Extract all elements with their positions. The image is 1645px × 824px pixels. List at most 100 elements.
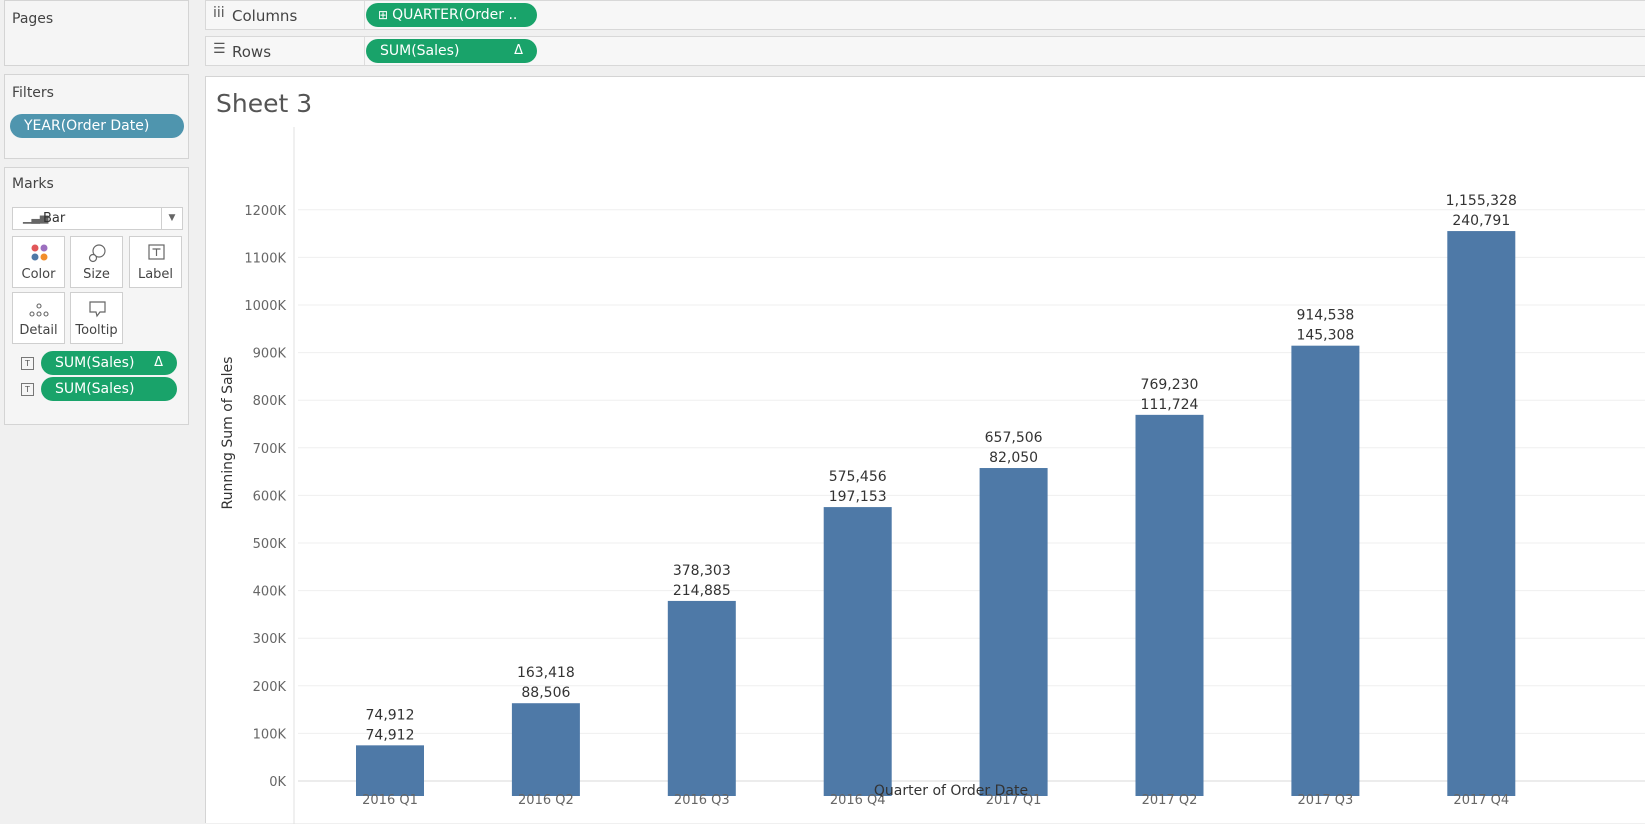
data-label-running-sum: 575,456 [829, 469, 887, 485]
color-icon [31, 244, 48, 261]
mark-type-label: Bar [43, 211, 66, 226]
y-tick-label: 100K [253, 727, 287, 742]
pages-card[interactable]: Pages [4, 0, 189, 66]
x-tick-label: 2016 Q4 [830, 793, 886, 808]
text-icon: T [21, 383, 34, 396]
marks-field-pill[interactable]: SUM(Sales) [41, 377, 177, 401]
y-tick-label: 1200K [244, 204, 286, 219]
pages-title: Pages [12, 11, 54, 27]
data-label-sum-sales: 214,885 [673, 583, 731, 599]
data-labels: 74,912 74,912 163,418 88,506 378,303 214,885 5… [366, 193, 1517, 743]
y-tick-label: 200K [253, 680, 287, 695]
data-label-running-sum: 657,506 [985, 430, 1043, 446]
y-tick-label: 400K [253, 585, 287, 600]
x-tick-label: 2017 Q4 [1453, 793, 1509, 808]
rows-label: Rows [232, 43, 272, 61]
columns-shelf[interactable]: iii Columns ⊞ QUARTER(Order .. [205, 0, 1645, 30]
size-button[interactable]: Size [70, 236, 123, 288]
x-tick-label: 2016 Q2 [518, 793, 574, 808]
bar [1135, 414, 1204, 796]
data-label-sum-sales: 240,791 [1452, 213, 1510, 229]
marks-card: Marks ▁▃▅ Bar ▼ Color Size Label [4, 167, 189, 425]
text-icon: T [21, 357, 34, 370]
bar [511, 703, 580, 796]
marks-field-label: SUM(Sales) [55, 355, 135, 371]
columns-pill-label: QUARTER(Order .. [392, 7, 518, 23]
label-button[interactable]: Label [129, 236, 182, 288]
data-label-running-sum: 914,538 [1296, 308, 1354, 324]
columns-icon: iii [213, 5, 225, 21]
y-tick-label: 1100K [244, 251, 286, 266]
data-label-running-sum: 163,418 [517, 665, 575, 681]
bar [979, 468, 1048, 796]
rows-divider [364, 37, 365, 65]
filters-title: Filters [12, 85, 54, 101]
data-label-sum-sales: 82,050 [989, 450, 1038, 466]
sheet-title: Sheet 3 [216, 89, 313, 118]
data-label-running-sum: 378,303 [673, 563, 731, 579]
data-label-sum-sales: 88,506 [521, 685, 570, 701]
bar [1291, 345, 1360, 796]
data-label-running-sum: 74,912 [366, 707, 415, 723]
data-label-sum-sales: 145,308 [1296, 328, 1354, 344]
label-label: Label [137, 267, 174, 282]
bar [1447, 231, 1516, 797]
y-tick-label: 700K [253, 442, 287, 457]
columns-label: Columns [232, 7, 298, 25]
data-label-running-sum: 769,230 [1141, 377, 1199, 393]
detail-label: Detail [19, 323, 58, 338]
y-tick-label: 500K [253, 537, 287, 552]
x-tick-label: 2016 Q3 [674, 793, 730, 808]
delta-icon: Δ [514, 43, 523, 58]
filter-pill-year[interactable]: YEAR(Order Date) [10, 114, 184, 138]
x-tick-label: 2017 Q1 [986, 793, 1042, 808]
tooltip-button[interactable]: Tooltip [70, 292, 123, 344]
filter-pill-label: YEAR(Order Date) [24, 118, 150, 134]
rows-icon: ☰ [213, 41, 226, 57]
bar [356, 745, 424, 796]
tooltip-label: Tooltip [75, 323, 118, 338]
bar-chart: 0K 100K 200K 300K 400K 500K 600K 700K 800K 900K 10… [220, 127, 1645, 824]
data-label-sum-sales: 197,153 [829, 489, 887, 505]
size-label: Size [83, 267, 110, 282]
data-label-sum-sales: 111,724 [1141, 397, 1199, 413]
x-axis-label: Quarter of Order Date [874, 783, 1028, 799]
marks-title: Marks [12, 176, 54, 192]
columns-divider [364, 1, 365, 29]
worksheet-view: Sheet 3 0K 100K 200K 300K 400K 500K 600K 700K 80… [205, 76, 1645, 824]
x-axis-ticks: 2016 Q1 2016 Q2 2016 Q3 2016 Q4 2017 Q1 2017 … [362, 793, 1509, 808]
x-tick-label: 2017 Q2 [1142, 793, 1198, 808]
marks-field-pill[interactable]: SUM(Sales) Δ [41, 351, 177, 375]
rows-pill[interactable]: SUM(Sales) Δ [366, 39, 537, 63]
y-tick-label: 1000K [244, 299, 286, 314]
y-tick-label: 300K [253, 632, 287, 647]
bar-chart-icon: ▁▃▅ [23, 211, 49, 224]
detail-icon [29, 303, 49, 317]
detail-button[interactable]: Detail [12, 292, 65, 344]
y-tick-label: 800K [253, 394, 287, 409]
bar [823, 507, 892, 796]
y-tick-label: 0K [269, 775, 286, 790]
columns-pill[interactable]: ⊞ QUARTER(Order .. [366, 3, 537, 27]
chevron-down-icon: ▼ [161, 208, 182, 229]
y-axis-label: Running Sum of Sales [220, 357, 236, 510]
filters-card[interactable]: Filters YEAR(Order Date) [4, 74, 189, 159]
y-tick-label: 600K [253, 489, 287, 504]
bars [356, 231, 1516, 797]
mark-type-dropdown[interactable]: ▁▃▅ Bar ▼ [12, 207, 183, 230]
x-tick-label: 2017 Q3 [1298, 793, 1354, 808]
rows-pill-label: SUM(Sales) [380, 43, 460, 59]
expand-icon: ⊞ [378, 8, 389, 22]
color-button[interactable]: Color [12, 236, 65, 288]
gridlines [298, 209, 1645, 782]
x-tick-label: 2016 Q1 [362, 793, 418, 808]
data-label-running-sum: 1,155,328 [1446, 193, 1517, 209]
y-tick-label: 900K [253, 347, 287, 362]
text-label-icon [148, 244, 165, 260]
color-label: Color [21, 267, 56, 282]
y-axis-ticks: 0K 100K 200K 300K 400K 500K 600K 700K 800K 900K 10… [244, 204, 286, 790]
data-label-sum-sales: 74,912 [366, 727, 415, 743]
rows-shelf[interactable]: ☰ Rows SUM(Sales) Δ [205, 36, 1645, 66]
size-icon [88, 244, 106, 263]
delta-icon: Δ [154, 355, 163, 370]
